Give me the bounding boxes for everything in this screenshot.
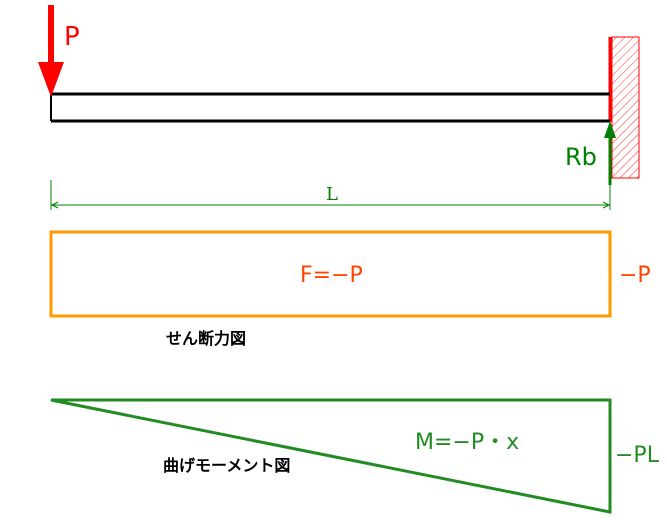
reaction-label: Rb [565, 143, 597, 171]
fixed-support-wall [608, 36, 640, 179]
load-arrow-icon [38, 5, 64, 97]
shear-force-diagram [49, 230, 612, 318]
length-label: L [326, 184, 338, 205]
shear-end-value: −P [619, 263, 651, 288]
moment-diagram-title: 曲げモーメント図 [163, 456, 290, 475]
beam [50, 92, 610, 123]
bending-moment-diagram [50, 398, 612, 514]
load-label: P [64, 22, 80, 52]
shear-diagram-title: せん断力図 [166, 329, 246, 348]
reaction-arrow-icon [604, 121, 616, 185]
length-dimension-line [50, 180, 611, 210]
moment-formula: M=−P・x [415, 430, 519, 455]
moment-end-value: −PL [615, 443, 660, 468]
shear-formula: F=−P [300, 263, 363, 288]
